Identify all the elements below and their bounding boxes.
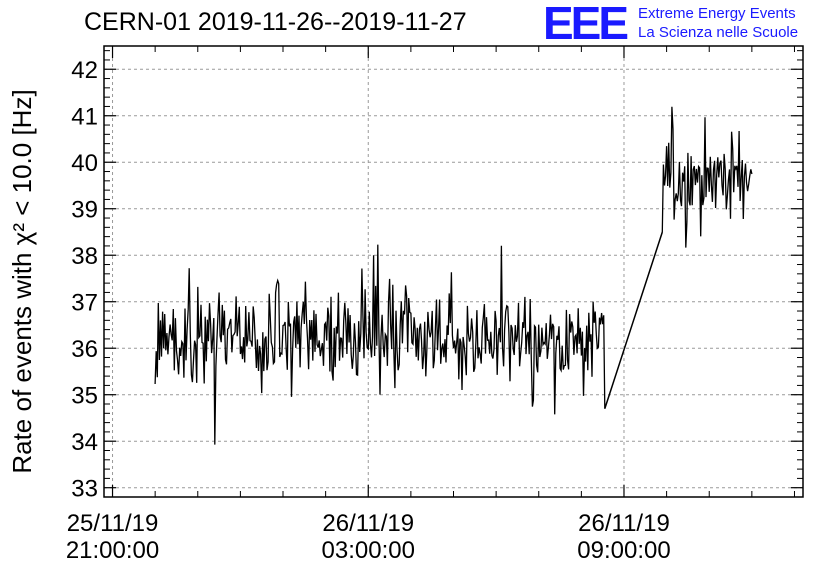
y-tick-label: 38 xyxy=(71,243,98,270)
series-segment-1 xyxy=(154,244,606,445)
y-tick-label: 40 xyxy=(71,150,98,177)
y-tick-label: 42 xyxy=(71,57,98,84)
axis-ticks xyxy=(104,46,803,498)
eee-logo-mark: EEE xyxy=(543,0,629,49)
chart-title: CERN-01 2019-11-26--2019-11-27 xyxy=(84,8,467,36)
y-tick-label: 37 xyxy=(71,290,98,317)
x-tick-label-date: 26/11/19 xyxy=(578,510,670,537)
y-axis-label: Rate of events with χ² < 10.0 [Hz] xyxy=(7,89,37,473)
x-tick-labels: 25/11/1921:00:0026/11/1903:00:0026/11/19… xyxy=(66,510,671,564)
x-tick-label-date: 26/11/19 xyxy=(322,510,414,537)
y-tick-label: 41 xyxy=(71,104,98,131)
logo-line-1: Extreme Energy Events xyxy=(638,5,796,22)
eee-logo-text: Extreme Energy Events La Scienza nelle S… xyxy=(638,4,798,42)
series-gap-connector xyxy=(604,231,664,409)
grid-lines xyxy=(104,46,803,497)
y-tick-label: 39 xyxy=(71,197,98,224)
x-tick-label-time: 03:00:00 xyxy=(322,537,415,564)
y-tick-labels: 33 34 35 36 37 38 39 40 41 42 xyxy=(71,57,98,502)
data-series xyxy=(154,106,753,445)
y-tick-label: 34 xyxy=(71,429,98,456)
y-tick-label: 36 xyxy=(71,336,98,363)
y-tick-label: 35 xyxy=(71,383,98,410)
series-segment-2 xyxy=(661,106,753,248)
x-tick-label-date: 25/11/19 xyxy=(67,510,159,537)
y-tick-label: 33 xyxy=(71,476,98,503)
x-tick-label-time: 09:00:00 xyxy=(577,537,670,564)
logo-line-2: La Scienza nelle Scuole xyxy=(638,24,799,41)
plot-frame xyxy=(103,45,804,498)
x-tick-label-time: 21:00:00 xyxy=(66,537,159,564)
